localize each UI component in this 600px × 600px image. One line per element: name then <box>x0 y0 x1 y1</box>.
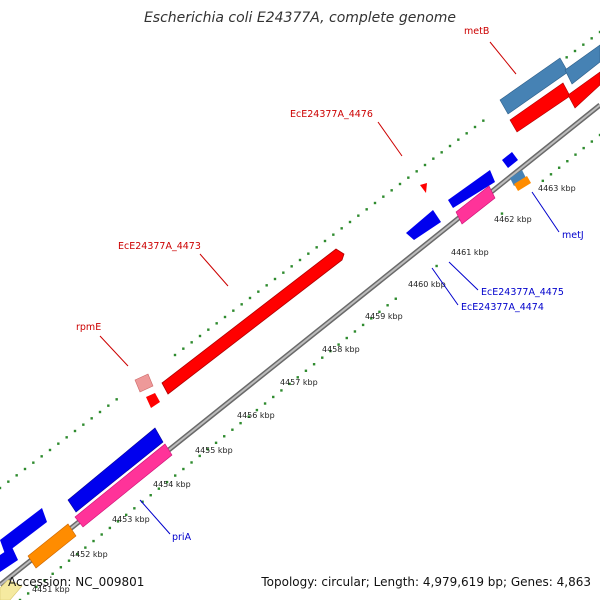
callout-line-0 <box>489 41 517 75</box>
gene-callouts: metB EcE24377A_4476 EcE24377A_4473 rpmE metJ… <box>76 26 584 543</box>
gene-red-right[interactable] <box>567 71 600 109</box>
tick-label-4459: 4459 kbp <box>365 312 403 321</box>
tick-label-4451: 4451 kbp <box>32 585 70 594</box>
gene-yellow-edge[interactable] <box>0 579 23 600</box>
tick-label-4455: 4455 kbp <box>195 446 233 455</box>
gene-ece24377a-4475[interactable] <box>448 170 495 208</box>
tick-label-4460: 4460 kbp <box>408 280 446 289</box>
gene-blue-left[interactable] <box>0 508 47 554</box>
gene-blue-edge[interactable] <box>0 547 18 572</box>
tick-label-4456: 4456 kbp <box>237 411 275 420</box>
map-title: Escherichia coli E24377A, complete genom… <box>143 10 457 26</box>
gene-small-forward[interactable] <box>146 393 160 408</box>
callout-line-5 <box>448 261 479 291</box>
callout-line-1 <box>377 121 403 157</box>
tick-label-4462: 4462 kbp <box>494 215 532 224</box>
gene-blue-small[interactable] <box>502 152 518 168</box>
tick-label-4461: 4461 kbp <box>451 248 489 257</box>
gene-label-ece24377a-4473[interactable]: EcE24377A_4473 <box>118 241 201 252</box>
tick-label-4454: 4454 kbp <box>153 480 191 489</box>
gene-label-ece24377a-4475[interactable]: EcE24377A_4475 <box>481 287 564 298</box>
gene-label-pria[interactable]: priA <box>172 532 192 543</box>
tick-label-4458: 4458 kbp <box>322 345 360 354</box>
callout-line-4 <box>531 191 560 233</box>
gene-metj-steel[interactable] <box>510 170 526 186</box>
gene-pink-reverse[interactable] <box>455 185 496 225</box>
gene-ece24377a-4476[interactable] <box>420 183 427 193</box>
gene-pria[interactable] <box>74 443 173 528</box>
gene-label-metb[interactable]: metB <box>464 26 489 37</box>
gene-blue-forward[interactable] <box>67 427 164 513</box>
accession-text: Accession: NC_009801 <box>8 575 145 589</box>
gene-ece24377a-4474[interactable] <box>406 210 441 240</box>
callout-line-3 <box>99 335 129 367</box>
gene-rpme[interactable] <box>134 373 154 393</box>
gene-label-rpme[interactable]: rpmE <box>76 322 101 333</box>
gene-ece24377a-4473[interactable] <box>161 248 345 395</box>
tick-label-4452: 4452 kbp <box>70 550 108 559</box>
callout-line-7 <box>139 499 171 535</box>
gene-orange-left[interactable] <box>27 523 77 569</box>
gene-label-ece24377a-4476[interactable]: EcE24377A_4476 <box>290 109 373 120</box>
outer-dotted-track <box>0 30 600 490</box>
callout-line-2 <box>199 253 229 287</box>
inner-dotted-track <box>18 133 600 600</box>
gene-metj[interactable] <box>514 176 531 191</box>
tick-labels: 4451 kbp 4452 kbp 4453 kbp 4454 kbp 4455 kbp… <box>32 184 576 594</box>
gene-label-ece24377a-4474[interactable]: EcE24377A_4474 <box>461 302 544 313</box>
callout-line-6 <box>431 267 459 306</box>
gene-label-metj[interactable]: metJ <box>562 230 584 241</box>
tick-label-4453: 4453 kbp <box>112 515 150 524</box>
tick-label-4463: 4463 kbp <box>538 184 576 193</box>
gene-steel-right[interactable] <box>564 44 600 85</box>
genome-summary: Topology: circular; Length: 4,979,619 bp… <box>261 575 591 589</box>
tick-label-4457: 4457 kbp <box>280 378 318 387</box>
